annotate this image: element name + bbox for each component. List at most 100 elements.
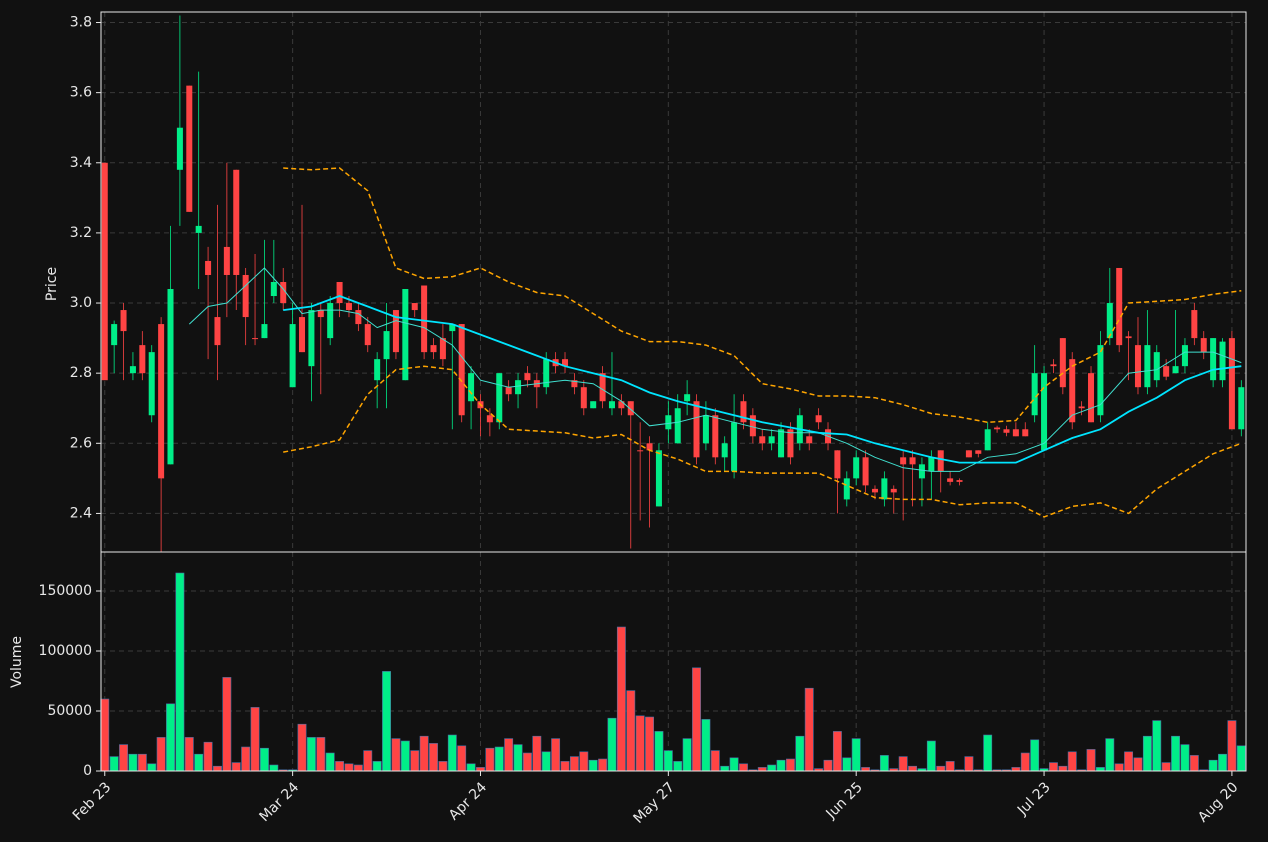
- candle-body: [223, 246, 230, 275]
- volume-bar: [203, 741, 213, 772]
- candle-body: [392, 310, 399, 353]
- candle-body: [1088, 373, 1095, 423]
- volume-bar: [908, 765, 917, 772]
- volume-bar: [851, 738, 861, 772]
- volume-bar: [560, 761, 570, 772]
- volume-bar: [1020, 752, 1030, 772]
- volume-bar: [250, 707, 260, 772]
- candle-body: [1172, 366, 1179, 374]
- y-tick-label: 100000: [39, 643, 92, 659]
- volume-bar: [588, 759, 598, 772]
- candle-body: [524, 373, 531, 381]
- indicator-line: [188, 267, 1242, 472]
- candle-body: [195, 225, 202, 233]
- candle-body: [1116, 267, 1123, 346]
- candle-body: [317, 310, 324, 318]
- candle-body: [1238, 387, 1245, 430]
- candle-body: [1106, 303, 1113, 339]
- volume-bar: [523, 752, 532, 772]
- candle-body: [345, 303, 352, 311]
- volume-bar: [410, 750, 420, 772]
- indicator-line: [283, 295, 1242, 464]
- candle-body: [1153, 352, 1160, 381]
- candle-body: [731, 422, 738, 472]
- candle-body: [486, 415, 493, 423]
- volume-bar: [269, 764, 279, 772]
- volume-bar: [692, 667, 701, 772]
- volume-bar: [804, 687, 814, 772]
- volume-bar: [504, 738, 514, 772]
- volume-bar: [964, 756, 974, 772]
- y-tick-label: 3.4: [70, 155, 92, 171]
- candle-body: [702, 415, 709, 444]
- candle-body: [627, 401, 634, 416]
- candle-body: [1003, 429, 1010, 433]
- volume-bar: [832, 731, 842, 772]
- y-tick-label: 50000: [47, 703, 92, 719]
- volume-bar: [945, 761, 955, 772]
- candle-body: [749, 415, 756, 437]
- volume-bar: [1208, 759, 1218, 772]
- y-tick-label: 3.2: [70, 225, 92, 241]
- candle-body: [580, 387, 587, 409]
- candle-body: [383, 331, 390, 360]
- candle-body: [965, 450, 972, 458]
- y-tick-label: 0: [83, 763, 92, 779]
- candle-body: [449, 324, 456, 332]
- y-tick-label: 150000: [39, 583, 92, 599]
- candle-body: [909, 457, 916, 465]
- candle-body: [843, 478, 850, 500]
- candle-body: [815, 415, 822, 423]
- volume-bar: [710, 750, 720, 772]
- volume-bar: [382, 671, 391, 772]
- volume-bar: [372, 761, 382, 772]
- candle-body: [1041, 373, 1048, 451]
- volume-bar: [485, 747, 495, 772]
- candle-body: [871, 488, 878, 493]
- candle-body: [1031, 373, 1038, 416]
- candle-body: [364, 324, 371, 346]
- candle-body: [458, 324, 465, 416]
- candle-body: [1228, 338, 1235, 430]
- candle-body: [129, 366, 136, 374]
- volume-bar: [654, 731, 664, 772]
- candle-body: [327, 303, 334, 339]
- volume-bar: [156, 737, 166, 772]
- volume-bar: [363, 750, 373, 772]
- candle-body: [336, 282, 343, 304]
- candle-body: [599, 373, 606, 402]
- candle-body: [674, 408, 681, 444]
- volume-bar: [551, 738, 561, 772]
- candle-body: [1210, 338, 1217, 381]
- volume-bar: [936, 765, 946, 772]
- y-tick-label: 2.4: [70, 505, 92, 521]
- candle-body: [721, 443, 728, 458]
- volume-bar: [494, 746, 504, 772]
- candle-body: [120, 310, 127, 332]
- volume-bar: [1067, 751, 1077, 772]
- volume-bar: [1105, 738, 1115, 772]
- volume-bar: [879, 755, 889, 772]
- candle-body: [1191, 310, 1198, 339]
- volume-bar: [626, 690, 636, 772]
- volume-bar: [419, 735, 429, 772]
- candle-body: [270, 282, 277, 297]
- volume-bar: [776, 759, 786, 772]
- volume-bar: [335, 761, 345, 772]
- candle-body: [308, 310, 315, 367]
- candle-body: [421, 285, 428, 353]
- volume-bar: [1114, 763, 1124, 772]
- volume-bar: [682, 738, 692, 772]
- volume-bar: [222, 677, 232, 772]
- candle-body: [1181, 345, 1188, 367]
- candle-body: [862, 457, 869, 486]
- volume-bar: [466, 763, 476, 772]
- volume-bar: [1133, 757, 1143, 772]
- candle-body: [637, 450, 644, 452]
- candle-body: [505, 387, 512, 395]
- indicator-line: [283, 365, 1242, 518]
- candle-body: [787, 429, 794, 458]
- y-axis-label: Volume: [9, 636, 25, 688]
- candle-body: [111, 324, 118, 346]
- candle-body: [1144, 345, 1151, 388]
